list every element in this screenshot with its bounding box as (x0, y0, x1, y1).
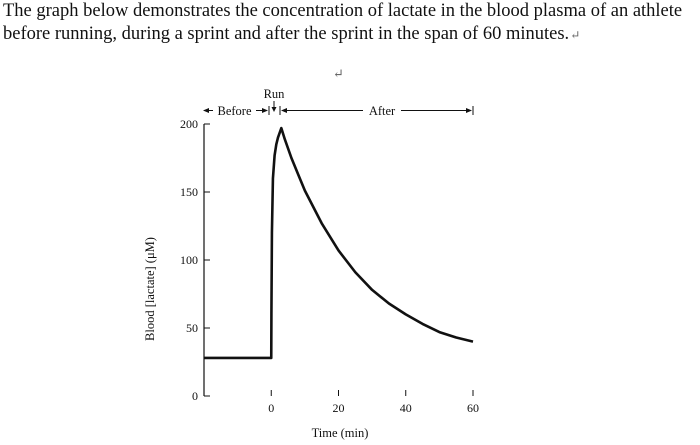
y-tick-label: 200 (180, 117, 198, 131)
before-label: Before (217, 104, 251, 118)
y-tick-label: 150 (180, 185, 198, 199)
run-arrow-icon (271, 101, 277, 112)
before-bracket (203, 106, 270, 115)
lactate-series-line (204, 126, 474, 360)
after-bracket (279, 106, 474, 115)
run-label: Run (264, 87, 286, 101)
x-tick-label: 0 (268, 401, 274, 415)
x-axis-title: Time (min) (312, 426, 369, 440)
paragraph-mark-icon: ↵ (570, 28, 581, 42)
x-tick-label: 60 (467, 401, 479, 415)
y-tick-label: 50 (186, 321, 198, 335)
x-tick-label: 40 (400, 401, 412, 415)
after-label: After (369, 104, 396, 118)
x-ticks: 0 20 40 60 (268, 390, 479, 415)
intro-text: The graph below demonstrates the concent… (3, 1, 683, 44)
intro-paragraph: The graph below demonstrates the concent… (3, 0, 697, 47)
y-ticks: 0 50 100 150 200 (180, 117, 210, 403)
x-tick-label: 20 (333, 401, 345, 415)
y-tick-label: 100 (180, 253, 198, 267)
y-tick-label: 0 (192, 389, 198, 403)
y-axis-title: Blood [lactate] (μM) (143, 237, 157, 341)
paragraph-mark-icon: ↵ (333, 66, 344, 81)
